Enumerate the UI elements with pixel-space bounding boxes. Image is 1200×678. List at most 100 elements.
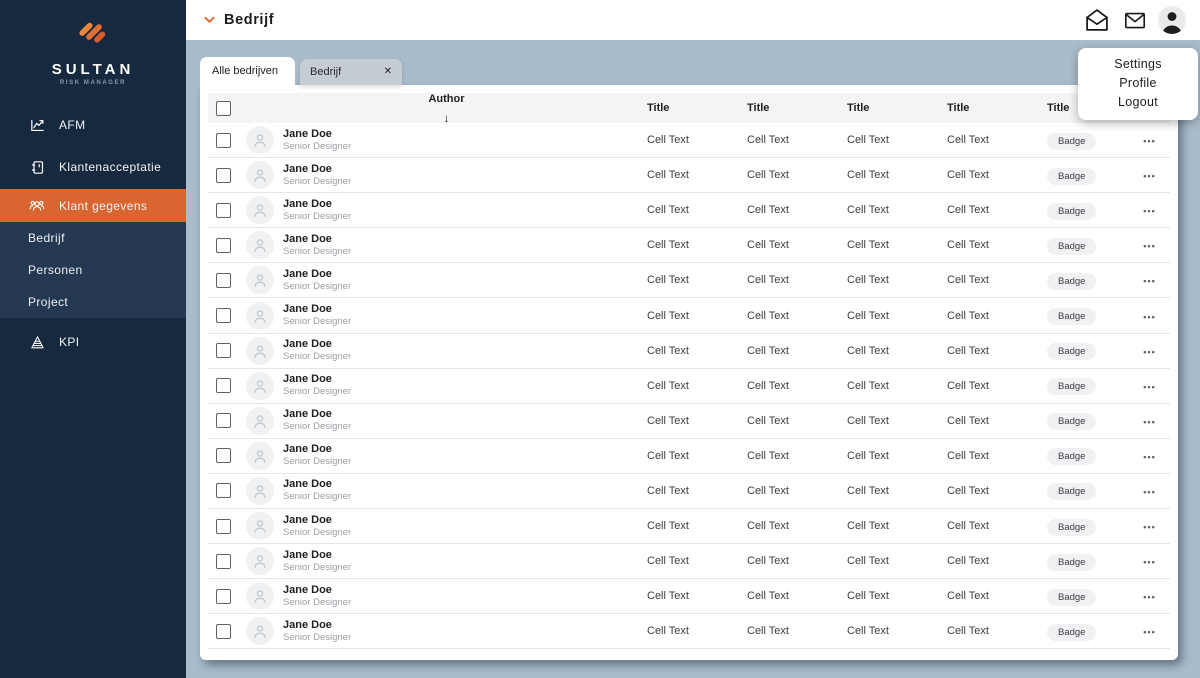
row-checkbox[interactable] [216, 272, 231, 288]
table-row[interactable]: Jane Doe Senior Designer Cell Text Cell … [208, 193, 1170, 229]
row-checkbox[interactable] [216, 202, 231, 218]
row-checkbox[interactable] [216, 132, 231, 148]
row-actions-ellipsis-icon[interactable]: ••• [1143, 276, 1156, 287]
row-checkbox[interactable] [216, 378, 231, 394]
table-row[interactable]: Jane Doe Senior Designer Cell Text Cell … [208, 474, 1170, 510]
tab-alle-bedrijven[interactable]: Alle bedrijven [200, 57, 295, 85]
sidebar-item-kpi[interactable]: KPI [0, 324, 186, 360]
avatar [246, 301, 274, 330]
row-checkbox[interactable] [216, 623, 231, 639]
author-role: Senior Designer [283, 421, 352, 433]
table-row[interactable]: Jane Doe Senior Designer Cell Text Cell … [208, 544, 1170, 580]
row-actions-ellipsis-icon[interactable]: ••• [1143, 241, 1156, 252]
author-name: Jane Doe [283, 373, 332, 386]
sidebar-item-klantenacceptatie[interactable]: Klantenacceptatie [0, 149, 186, 185]
cell-text: Cell Text [747, 169, 789, 182]
cell-text: Cell Text [847, 169, 889, 182]
table-row[interactable]: Jane Doe Senior Designer Cell Text Cell … [208, 404, 1170, 439]
author-role: Senior Designer [283, 245, 352, 257]
brand-tagline: RISK MANAGER [59, 80, 127, 86]
envelope-icon[interactable] [1121, 7, 1149, 33]
author-name: Jane Doe [283, 127, 332, 140]
cell-text: Cell Text [947, 239, 989, 252]
sidebar-item-label: Klant gegevens [59, 198, 148, 213]
author-role: Senior Designer [283, 175, 352, 187]
cell-text: Cell Text [747, 134, 789, 147]
sort-arrow-icon[interactable]: ↓ [443, 110, 450, 125]
row-actions-ellipsis-icon[interactable]: ••• [1143, 136, 1156, 147]
table-row[interactable]: Jane Doe Senior Designer Cell Text Cell … [208, 579, 1170, 615]
row-actions-ellipsis-icon[interactable]: ••• [1143, 486, 1156, 497]
cell-text: Cell Text [847, 625, 889, 638]
open-envelope-icon[interactable] [1082, 6, 1112, 34]
menu-item-settings[interactable]: Settings [1078, 55, 1198, 74]
cell-text: Cell Text [847, 344, 889, 357]
row-checkbox[interactable] [216, 518, 231, 534]
row-checkbox[interactable] [216, 308, 231, 324]
sidebar-item-afm[interactable]: AFM [0, 107, 186, 143]
table-row[interactable]: Jane Doe Senior Designer Cell Text Cell … [208, 614, 1170, 650]
user-dropdown-menu: Settings Profile Logout [1078, 48, 1198, 120]
cell-text: Cell Text [747, 379, 789, 392]
select-all-checkbox[interactable] [216, 100, 231, 116]
status-badge: Badge [1047, 518, 1097, 536]
row-actions-ellipsis-icon[interactable]: ••• [1143, 627, 1156, 638]
table-row[interactable]: Jane Doe Senior Designer Cell Text Cell … [208, 298, 1170, 334]
cell-text: Cell Text [947, 555, 989, 568]
row-actions-ellipsis-icon[interactable]: ••• [1143, 346, 1156, 357]
sidebar-subitem-bedrijf[interactable]: Bedrijf [0, 222, 186, 254]
sidebar-subitem-project[interactable]: Project [0, 286, 186, 318]
author-name: Jane Doe [283, 408, 332, 421]
row-actions-ellipsis-icon[interactable]: ••• [1143, 311, 1156, 322]
row-actions-ellipsis-icon[interactable]: ••• [1143, 381, 1156, 392]
status-badge: Badge [1047, 413, 1097, 431]
cell-text: Cell Text [947, 590, 989, 603]
row-actions-ellipsis-icon[interactable]: ••• [1143, 557, 1156, 568]
row-checkbox[interactable] [216, 483, 231, 499]
row-checkbox[interactable] [216, 413, 231, 429]
row-checkbox[interactable] [216, 553, 231, 569]
sidebar-subitem-personen[interactable]: Personen [0, 254, 186, 286]
tab-label: Bedrijf [310, 66, 342, 78]
table-row[interactable]: Jane Doe Senior Designer Cell Text Cell … [208, 369, 1170, 404]
table-row[interactable]: Jane Doe Senior Designer Cell Text Cell … [208, 123, 1170, 159]
cell-text: Cell Text [747, 590, 789, 603]
row-checkbox[interactable] [216, 237, 231, 253]
author-role: Senior Designer [283, 280, 352, 292]
cell-text: Cell Text [847, 555, 889, 568]
column-header-title: Title [747, 102, 770, 114]
table-row[interactable]: Jane Doe Senior Designer Cell Text Cell … [208, 509, 1170, 545]
tab-label: Alle bedrijven [212, 65, 279, 77]
menu-item-label: Logout [1117, 95, 1159, 109]
row-checkbox[interactable] [216, 448, 231, 464]
row-checkbox[interactable] [216, 343, 231, 359]
table-row[interactable]: Jane Doe Senior Designer Cell Text Cell … [208, 334, 1170, 369]
cell-text: Cell Text [947, 204, 989, 217]
tab-bedrijf[interactable]: Bedrijf ✕ [300, 59, 402, 85]
avatar [246, 126, 274, 155]
row-actions-ellipsis-icon[interactable]: ••• [1143, 592, 1156, 603]
table-row[interactable]: Jane Doe Senior Designer Cell Text Cell … [208, 158, 1170, 194]
menu-item-logout[interactable]: Logout [1078, 93, 1198, 112]
row-actions-ellipsis-icon[interactable]: ••• [1143, 451, 1156, 462]
author-role: Senior Designer [283, 526, 352, 538]
user-avatar[interactable] [1158, 6, 1186, 34]
row-actions-ellipsis-icon[interactable]: ••• [1143, 171, 1156, 182]
row-checkbox[interactable] [216, 588, 231, 604]
column-header-title: Title [947, 102, 970, 114]
row-actions-ellipsis-icon[interactable]: ••• [1143, 416, 1156, 427]
table-row[interactable]: Jane Doe Senior Designer Cell Text Cell … [208, 263, 1170, 299]
close-icon[interactable]: ✕ [383, 66, 392, 77]
top-header: Bedrijf [186, 0, 1200, 40]
row-actions-ellipsis-icon[interactable]: ••• [1143, 206, 1156, 217]
status-badge: Badge [1047, 343, 1097, 361]
table-row[interactable]: Jane Doe Senior Designer Cell Text Cell … [208, 439, 1170, 474]
table-row[interactable]: Jane Doe Senior Designer Cell Text Cell … [208, 228, 1170, 264]
menu-item-profile[interactable]: Profile [1078, 74, 1198, 93]
row-actions-ellipsis-icon[interactable]: ••• [1143, 522, 1156, 533]
row-checkbox[interactable] [216, 167, 231, 183]
cell-text: Cell Text [947, 484, 989, 497]
sidebar-item-klant-gegevens[interactable]: Klant gegevens [0, 189, 186, 222]
chevron-down-icon[interactable] [204, 16, 215, 24]
status-badge: Badge [1047, 132, 1097, 150]
